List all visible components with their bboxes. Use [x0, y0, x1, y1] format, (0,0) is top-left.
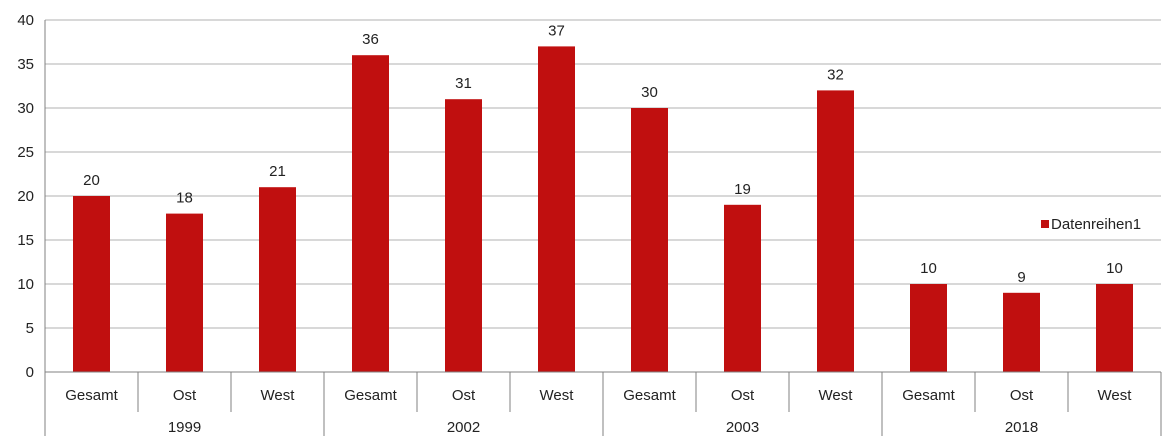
x-group-label: 2002	[447, 419, 480, 436]
data-label: 32	[827, 66, 844, 83]
x-category-label: Ost	[1010, 387, 1034, 404]
bar	[445, 99, 482, 372]
x-category-label: Gesamt	[623, 387, 676, 404]
bar	[631, 108, 668, 372]
data-label: 30	[641, 84, 658, 101]
y-tick-label: 40	[17, 12, 34, 29]
y-tick-label: 10	[17, 276, 34, 293]
bar	[352, 55, 389, 372]
x-group-label: 1999	[168, 419, 201, 436]
data-label: 36	[362, 31, 379, 48]
y-tick-label: 35	[17, 56, 34, 73]
x-category-label: West	[819, 387, 854, 404]
legend-swatch	[1041, 220, 1049, 228]
bar	[724, 204, 761, 372]
x-category-label: West	[1098, 387, 1133, 404]
data-label: 21	[269, 163, 286, 180]
x-group-label: 2018	[1005, 419, 1038, 436]
data-label: 19	[734, 181, 751, 198]
data-label: 18	[176, 190, 193, 207]
bar	[817, 90, 854, 373]
bar	[166, 213, 203, 372]
data-label: 10	[920, 260, 937, 277]
x-category-label: Ost	[173, 387, 197, 404]
data-label: 10	[1106, 260, 1123, 277]
x-category-label: Gesamt	[344, 387, 397, 404]
bar	[910, 284, 947, 372]
x-category-label: Ost	[731, 387, 755, 404]
y-tick-label: 0	[26, 364, 34, 381]
bar	[538, 46, 575, 373]
y-tick-label: 5	[26, 320, 34, 337]
y-tick-label: 15	[17, 232, 34, 249]
x-category-label: West	[540, 387, 575, 404]
x-category-label: Gesamt	[902, 387, 955, 404]
bar	[1003, 292, 1040, 372]
y-tick-label: 30	[17, 100, 34, 117]
bar	[259, 187, 296, 372]
y-tick-label: 25	[17, 144, 34, 161]
x-category-label: Ost	[452, 387, 476, 404]
data-label: 20	[83, 172, 100, 189]
x-category-label: Gesamt	[65, 387, 118, 404]
bar	[73, 196, 110, 372]
legend-label: Datenreihen1	[1051, 216, 1141, 233]
x-group-label: 2003	[726, 419, 759, 436]
x-category-label: West	[261, 387, 296, 404]
data-label: 9	[1017, 269, 1025, 286]
bar	[1096, 284, 1133, 372]
y-tick-label: 20	[17, 188, 34, 205]
data-label: 37	[548, 22, 565, 39]
data-label: 31	[455, 75, 472, 92]
